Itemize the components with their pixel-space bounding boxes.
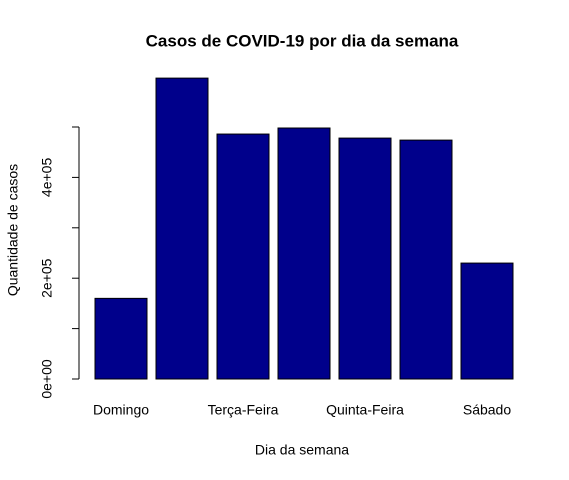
bar (277, 127, 331, 380)
y-tick-label: 0e+00 (39, 359, 55, 399)
bar (155, 77, 209, 380)
chart-title: Casos de COVID-19 por dia da semana (146, 31, 459, 50)
bar (460, 262, 514, 380)
x-axis-label: Dia da semana (255, 442, 349, 458)
y-tick-label: 4e+05 (39, 158, 55, 198)
y-tick-label: 2e+05 (39, 258, 55, 298)
y-axis-label: Quantidade de casos (5, 164, 21, 296)
bar (94, 297, 148, 380)
bar (399, 139, 453, 380)
x-tick-label: Domingo (93, 402, 149, 418)
x-tick-label: Quinta-Feira (326, 402, 404, 418)
bar (216, 133, 270, 380)
bar (338, 137, 392, 380)
x-tick-label: Sábado (463, 402, 511, 418)
x-tick-label: Terça-Feira (208, 402, 279, 418)
